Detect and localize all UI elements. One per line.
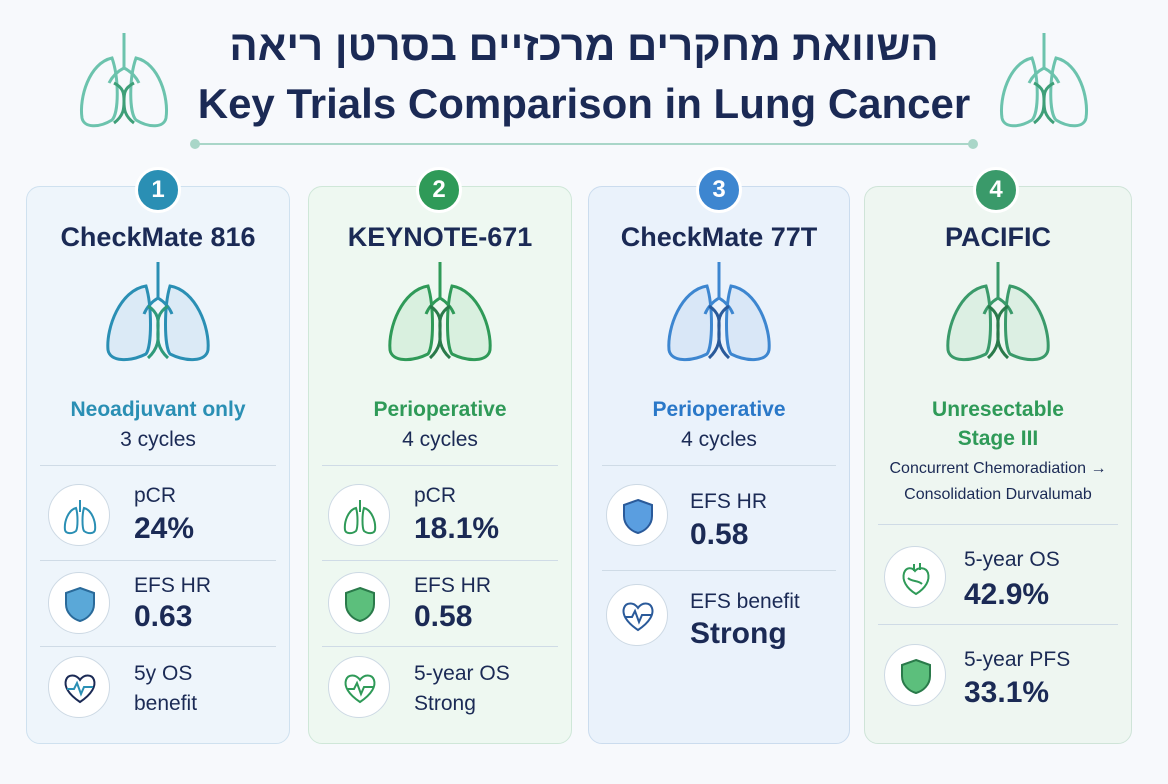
title-english: Key Trials Comparison in Lung Cancer — [197, 80, 971, 127]
metric-icon-circle — [328, 484, 390, 546]
metric-value: 42.9% — [964, 578, 1050, 611]
metric-icon-circle — [606, 584, 668, 646]
card-title: KEYNOTE-671 — [347, 222, 533, 252]
card-subtitle: Unresectable — [932, 398, 1064, 421]
card-number-badge: 1 — [135, 167, 181, 213]
divider — [322, 560, 558, 561]
divider — [40, 465, 276, 466]
metric-label: pCR — [134, 484, 177, 507]
metric-value: Strong — [690, 617, 787, 650]
metric-value: 33.1% — [964, 676, 1050, 709]
shield-icon — [901, 658, 931, 695]
metric-icon-circle — [48, 572, 110, 634]
metric-icon-circle — [606, 484, 668, 546]
title-hebrew: השוואת מחקרים מרכזיים בסרטן ריאה — [229, 22, 939, 69]
divider — [322, 465, 558, 466]
card-number-badge: 4 — [973, 167, 1019, 213]
shield-icon — [65, 586, 95, 623]
heart-icon — [902, 563, 930, 596]
lungs-dna-icon — [106, 262, 210, 361]
metric-icon-circle — [48, 656, 110, 718]
metric-label: 5-year PFS — [964, 648, 1071, 671]
card-detail: 4 cycles — [681, 428, 757, 451]
metric-value: 18.1% — [414, 512, 500, 545]
metric-icon-circle — [884, 644, 946, 706]
divider — [40, 646, 276, 647]
heart-pulse-icon — [622, 602, 654, 632]
divider — [40, 560, 276, 561]
metric-value: benefit — [134, 692, 198, 715]
card-note: Consolidation Durvalumab — [904, 486, 1092, 503]
metric-value: 0.58 — [690, 518, 749, 551]
divider-dot — [968, 139, 978, 149]
metric-icon-circle — [884, 546, 946, 608]
card-detail: 4 cycles — [402, 428, 478, 451]
metric-icon-circle — [328, 656, 390, 718]
lungs-dna-icon — [388, 262, 492, 361]
metric-icon-circle — [48, 484, 110, 546]
shield-icon — [623, 498, 653, 535]
divider — [878, 524, 1118, 525]
lungs-icon — [63, 500, 97, 535]
metric-value: 24% — [134, 512, 195, 545]
metric-label: EFS HR — [690, 490, 768, 513]
metric-value: 0.63 — [134, 600, 193, 633]
lungs-dna-icon — [79, 33, 169, 128]
card-subtitle: Stage III — [957, 427, 1039, 450]
heart-pulse-icon — [344, 674, 376, 704]
card-subtitle: Neoadjuvant only — [70, 398, 246, 421]
metric-label: EFS HR — [134, 574, 212, 597]
title-divider — [196, 143, 972, 145]
lungs-dna-icon — [667, 262, 771, 361]
heart-pulse-icon — [64, 674, 96, 704]
metric-label: EFS benefit — [690, 590, 800, 613]
card-title: PACIFIC — [945, 222, 1051, 252]
card-title: CheckMate 816 — [60, 222, 256, 252]
lungs-icon — [343, 500, 377, 535]
divider — [602, 465, 836, 466]
card-subtitle: Perioperative — [652, 398, 786, 421]
metric-icon-circle — [328, 572, 390, 634]
metric-label: pCR — [414, 484, 457, 507]
card-note: Concurrent Chemoradiation → — [889, 460, 1107, 477]
metric-label: 5-year OS — [964, 548, 1060, 571]
card-number-badge: 3 — [696, 167, 742, 213]
lungs-dna-icon — [999, 33, 1089, 128]
metric-label: 5-year OS — [414, 662, 510, 685]
metric-label: EFS HR — [414, 574, 492, 597]
divider-dot — [190, 139, 200, 149]
metric-label: 5y OS — [134, 662, 193, 685]
card-title: CheckMate 77T — [620, 222, 818, 252]
metric-value: 0.58 — [414, 600, 473, 633]
card-detail: 3 cycles — [120, 428, 196, 451]
lungs-dna-icon — [946, 262, 1050, 361]
shield-icon — [345, 586, 375, 623]
divider — [322, 646, 558, 647]
divider — [878, 624, 1118, 625]
metric-value: Strong — [414, 692, 476, 715]
card-subtitle: Perioperative — [373, 398, 507, 421]
card-number-badge: 2 — [416, 167, 462, 213]
divider — [602, 570, 836, 571]
